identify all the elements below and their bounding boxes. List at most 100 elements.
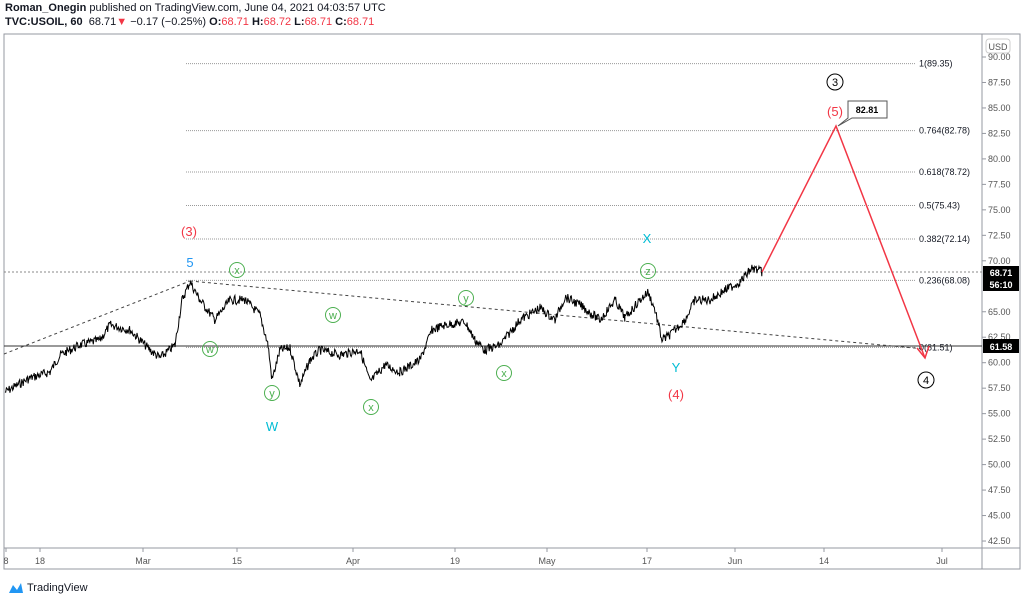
- time-tick-label: Jun: [728, 556, 743, 566]
- wave-label-4-circled: 4: [917, 371, 935, 389]
- time-tick-label: 17: [642, 556, 652, 566]
- svg-text:56:10: 56:10: [989, 280, 1012, 290]
- publish-date: published on TradingView.com, June 04, 2…: [89, 2, 386, 14]
- l-label: L:: [294, 16, 305, 28]
- wave-label-3: (3): [181, 224, 197, 239]
- price-tick-label: 75.00: [988, 205, 1011, 215]
- time-tick-label: Apr: [346, 556, 360, 566]
- price-tick-label: 87.50: [988, 77, 1011, 87]
- price-tick-label: 47.50: [988, 485, 1011, 495]
- wave-label-w-circled: w: [325, 307, 341, 323]
- price-tick-label: 77.50: [988, 179, 1011, 189]
- price-tick-label: 42.50: [988, 536, 1011, 546]
- price-tick-label: 52.50: [988, 434, 1011, 444]
- wave-label-X: X: [643, 231, 652, 246]
- wave-label-x-circled: x: [363, 399, 379, 415]
- brand-name: TradingView: [27, 582, 88, 594]
- high-value: 68.72: [263, 16, 292, 28]
- price-axis[interactable]: 90.00 87.50 85.00 82.50 80.00 77.50 75.00 72.50…: [982, 38, 1019, 546]
- fib-label: 0(61.51): [919, 342, 953, 352]
- c-label: C:: [335, 16, 347, 28]
- fib-label: 1(89.35): [919, 59, 953, 69]
- price-tick-label: 65.00: [988, 307, 1011, 317]
- time-tick-label: 8: [3, 556, 8, 566]
- change: −0.17 (−0.25%): [130, 16, 207, 28]
- time-tick-label: 19: [450, 556, 460, 566]
- time-axis[interactable]: 8 18 Mar 15 Apr 19 May 17 Jun 14 Jul: [3, 548, 948, 566]
- svg-text:61.58: 61.58: [990, 342, 1013, 352]
- price-tick-label: 70.00: [988, 256, 1011, 266]
- price-tick-label: 57.50: [988, 383, 1011, 393]
- svg-text:x: x: [368, 402, 374, 414]
- tradingview-logo-icon: [9, 583, 23, 593]
- wave-label-z-circled: z: [640, 263, 656, 279]
- svg-text:x: x: [234, 265, 240, 277]
- svg-text:68.71: 68.71: [990, 268, 1013, 278]
- o-label: O:: [209, 16, 222, 28]
- tradingview-logo[interactable]: TradingView: [8, 582, 88, 594]
- trendline-up[interactable]: [3, 280, 191, 355]
- wave-label-w-circled: w: [202, 341, 218, 357]
- wave-label-5: 5: [186, 255, 193, 270]
- price-series: [4, 264, 763, 393]
- symbol-legend: TVC:USOIL, 60 68.71▼ −0.17 (−0.25%) O:68…: [5, 16, 374, 28]
- low-value: 68.71: [304, 16, 333, 28]
- svg-text:z: z: [645, 266, 651, 278]
- projection-path[interactable]: [761, 124, 926, 359]
- time-tick-label: Jul: [936, 556, 948, 566]
- wave-label-x-circled: x: [229, 262, 245, 278]
- svg-text:w: w: [328, 310, 337, 322]
- symbol: TVC:USOIL, 60: [5, 16, 83, 28]
- currency-button[interactable]: USD: [985, 38, 1011, 54]
- arrow-head-icon: [916, 345, 930, 360]
- time-tick-label: May: [538, 556, 556, 566]
- h-label: H:: [251, 16, 264, 28]
- price-tick-label: 82.50: [988, 128, 1011, 138]
- time-tick-label: 15: [232, 556, 242, 566]
- price-tick-label: 85.00: [988, 103, 1011, 113]
- wave-label-Y: Y: [672, 360, 681, 375]
- fib-levels[interactable]: 1(89.35) 0.764(82.78) 0.618(78.72) 0.5(75.4…: [186, 59, 970, 353]
- publish-info: Roman_Onegin published on TradingView.co…: [5, 2, 386, 14]
- svg-text:y: y: [269, 388, 275, 400]
- wave-label-5-red: (5): [827, 104, 843, 119]
- fib-label: 0.5(75.43): [919, 200, 960, 210]
- wave-label-3-circled: 3: [826, 73, 844, 91]
- price-tick-label: 45.00: [988, 511, 1011, 521]
- svg-text:3: 3: [832, 77, 838, 89]
- down-arrow-icon: ▼: [116, 16, 128, 28]
- fib-label: 0.236(68.08): [919, 275, 970, 285]
- fib-label: 0.764(82.78): [919, 126, 970, 136]
- wave-label-x-circled: x: [496, 365, 512, 381]
- time-tick-label: Mar: [135, 556, 151, 566]
- open-value: 68.71: [221, 16, 249, 28]
- last-price: 68.71: [88, 16, 117, 28]
- price-tick-label: 55.00: [988, 409, 1011, 419]
- wave-label-y-circled: y: [458, 290, 474, 306]
- price-tick-label: 72.50: [988, 230, 1011, 240]
- fib-label: 0.618(78.72): [919, 167, 970, 177]
- target-value: 82.81: [856, 105, 879, 115]
- svg-text:y: y: [463, 293, 469, 305]
- time-tick-label: 18: [35, 556, 45, 566]
- fib-label: 0.382(72.14): [919, 234, 970, 244]
- time-tick-label: 14: [819, 556, 829, 566]
- hline-price-badge: 61.58: [983, 339, 1019, 353]
- wave-label-W: W: [266, 419, 279, 434]
- svg-text:x: x: [501, 368, 507, 380]
- svg-text:4: 4: [923, 375, 929, 387]
- wave-label-y-circled: y: [264, 385, 280, 401]
- currency-label: USD: [988, 42, 1008, 52]
- wave-label-4: (4): [668, 387, 684, 402]
- target-callout[interactable]: 82.81: [837, 100, 888, 127]
- price-tick-label: 50.00: [988, 460, 1011, 470]
- price-tick-label: 62.50: [988, 332, 1011, 342]
- svg-text:w: w: [205, 344, 214, 356]
- price-tick-label: 90.00: [988, 52, 1011, 62]
- chart-frame: [3, 33, 1021, 570]
- close-value: 68.71: [346, 16, 375, 28]
- author: Roman_Onegin: [5, 2, 87, 14]
- last-price-badge: 68.71 56:10: [983, 266, 1019, 291]
- price-tick-label: 80.00: [988, 154, 1011, 164]
